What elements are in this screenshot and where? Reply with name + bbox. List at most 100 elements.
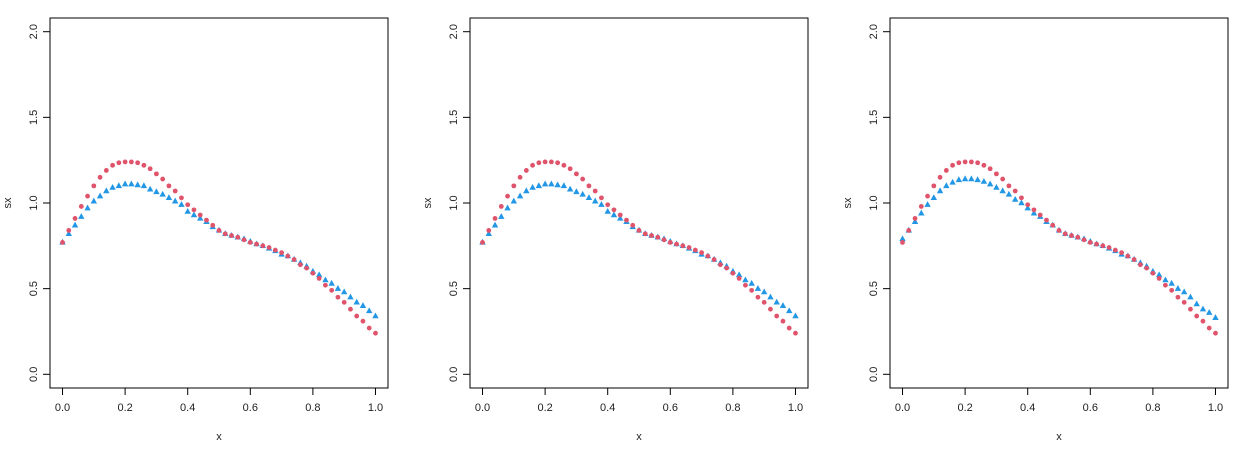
triangle-point	[936, 187, 944, 194]
triangle-point	[999, 187, 1006, 194]
triangle-point	[90, 197, 98, 204]
triangle-point	[779, 302, 787, 308]
circle-point	[523, 168, 529, 173]
triangle-point	[322, 276, 329, 283]
x-tick-label: 1.0	[788, 402, 803, 414]
circle-point	[373, 330, 378, 336]
triangle-point	[579, 190, 586, 197]
triangle-point	[165, 194, 173, 201]
triangle-point	[65, 230, 72, 237]
triangle-point	[554, 181, 561, 188]
circle-point	[323, 282, 328, 288]
circle-point	[749, 287, 755, 293]
triangle-point	[1024, 204, 1031, 211]
y-tick-label: 0.5	[28, 281, 40, 296]
y-axis-label: sx	[422, 197, 434, 209]
plot-frame	[49, 17, 389, 389]
circle-point	[310, 270, 316, 276]
triangle-point	[943, 182, 950, 189]
circle-point	[266, 245, 272, 250]
triangle-point	[334, 285, 342, 291]
y-tick-label: 0.0	[448, 367, 460, 382]
triangle-point	[1018, 199, 1025, 206]
plot-frame	[889, 17, 1229, 389]
triangle-point	[1187, 293, 1194, 300]
triangle-point	[1030, 209, 1038, 216]
triangle-point	[566, 185, 574, 192]
circle-point	[1200, 318, 1206, 324]
y-tick-label: 1.5	[868, 110, 880, 125]
circle-point	[1081, 237, 1087, 243]
circle-point	[1150, 270, 1156, 276]
circle-point	[128, 159, 134, 165]
circle-point	[574, 171, 579, 177]
circle-point	[636, 228, 642, 233]
circle-point	[254, 241, 259, 247]
circle-point	[486, 228, 492, 233]
circle-point	[642, 231, 648, 237]
y-axis-label: sx	[2, 197, 14, 209]
x-tick-label: 0.8	[305, 402, 320, 414]
circle-point	[297, 262, 303, 268]
triangle-point	[955, 176, 963, 183]
triangle-point	[96, 192, 104, 199]
circle-point	[912, 216, 918, 221]
circle-point	[599, 195, 604, 201]
circle-point	[536, 160, 542, 166]
x-tick-label: 0.4	[1020, 402, 1035, 414]
x-tick-label: 0.6	[1083, 402, 1098, 414]
circle-point	[279, 250, 284, 256]
circle-point	[1087, 239, 1093, 245]
triangle-point	[974, 176, 981, 183]
circle-point	[918, 204, 924, 209]
triangle-point	[610, 211, 618, 218]
triangle-point	[504, 204, 511, 211]
triangle-point	[598, 201, 605, 207]
circle-point	[1094, 241, 1099, 247]
triangle-point	[1162, 276, 1169, 283]
circle-point	[216, 228, 222, 233]
x-tick-label: 0.0	[475, 402, 490, 414]
circle-point	[630, 222, 636, 228]
triangle-point	[548, 180, 555, 187]
triangle-point	[115, 182, 123, 189]
circle-point	[674, 241, 679, 247]
triangle-point	[541, 180, 549, 187]
triangle-point	[328, 279, 335, 286]
circle-point	[994, 171, 999, 177]
circle-point	[511, 183, 517, 189]
triangle-point	[359, 302, 367, 308]
circle-point	[304, 265, 310, 271]
circle-point	[743, 282, 748, 288]
circle-point	[197, 212, 203, 218]
circle-point	[780, 318, 786, 324]
triangle-point	[748, 279, 755, 286]
triangle-point	[986, 180, 994, 187]
circle-point	[724, 265, 730, 271]
triangle-point	[134, 181, 141, 188]
triangle-point	[911, 218, 919, 225]
circle-point	[530, 162, 535, 168]
circle-point	[91, 183, 97, 189]
circle-point	[172, 188, 178, 194]
triangle-point	[573, 188, 580, 195]
circle-point	[66, 228, 72, 233]
circle-point	[341, 299, 347, 305]
x-axis-label: x	[216, 431, 222, 443]
circle-point	[204, 217, 209, 223]
circle-point	[1050, 222, 1056, 228]
triangle-point	[924, 201, 931, 207]
triangle-point	[1005, 190, 1013, 197]
x-tick-label: 0.0	[55, 402, 70, 414]
circle-point	[122, 159, 128, 165]
y-tick-label: 1.5	[28, 110, 40, 125]
circle-point	[975, 160, 981, 166]
circle-point	[692, 247, 698, 253]
circle-point	[141, 162, 147, 168]
circle-point	[147, 166, 153, 172]
circle-point	[1112, 247, 1118, 253]
triangle-point	[159, 190, 166, 197]
triangle-point	[491, 221, 499, 228]
circle-point	[247, 239, 253, 245]
y-tick-label: 2.0	[868, 24, 880, 39]
